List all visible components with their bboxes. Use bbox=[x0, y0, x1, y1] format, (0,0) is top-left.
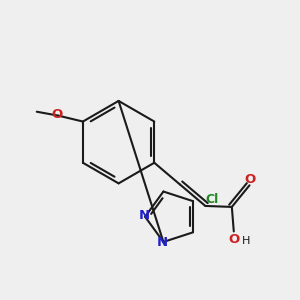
Text: O: O bbox=[245, 173, 256, 186]
Text: Cl: Cl bbox=[206, 193, 219, 206]
Text: N: N bbox=[139, 209, 150, 222]
Text: N: N bbox=[157, 236, 168, 249]
Text: O: O bbox=[52, 108, 63, 121]
Text: O: O bbox=[228, 233, 239, 246]
Text: H: H bbox=[242, 236, 250, 246]
